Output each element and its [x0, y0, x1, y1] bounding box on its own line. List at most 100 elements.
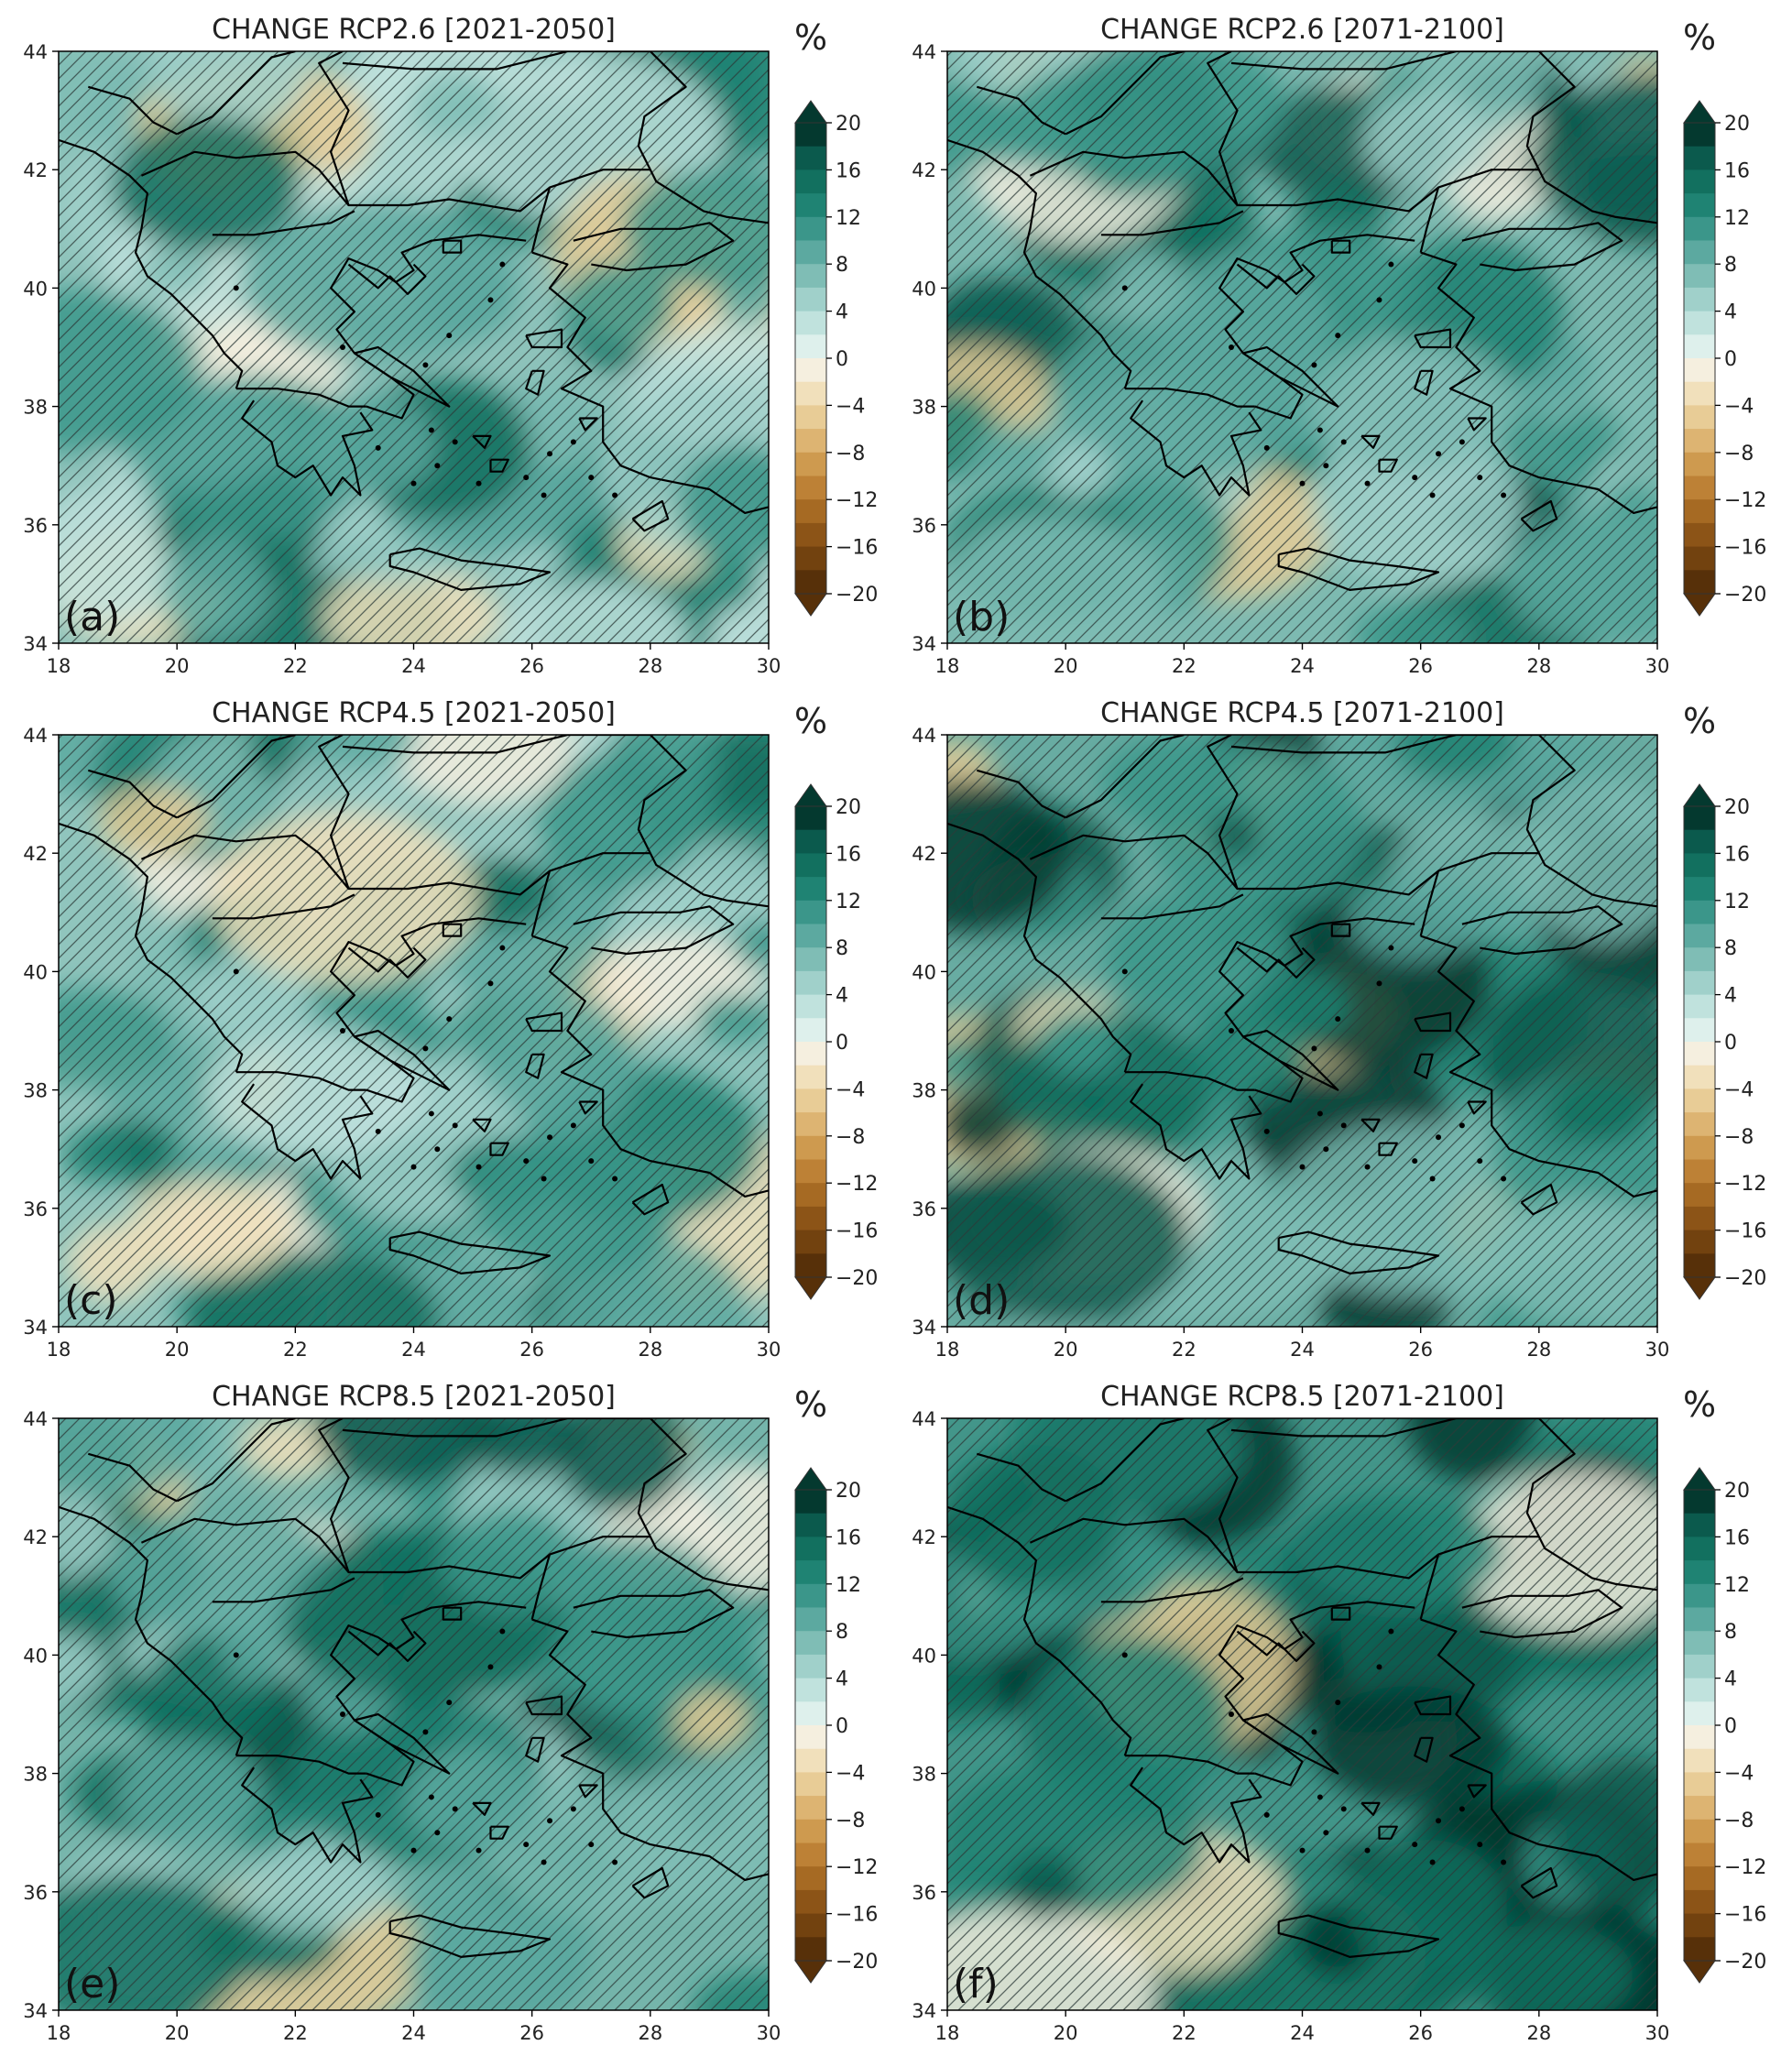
x-tick-label: 24: [401, 655, 426, 677]
colorbar-tick-label: −12: [836, 1173, 878, 1196]
colorbar-tick-label: 4: [836, 985, 848, 1008]
y-tick-label: 34: [912, 1317, 936, 1339]
panel-title: CHANGE RCP2.6 [2021-2050]: [212, 14, 616, 46]
colorbar-tick-label: 16: [836, 843, 861, 866]
colorbar-tick-label: −16: [836, 1220, 878, 1243]
colorbar-tick-label: 12: [1724, 1574, 1750, 1597]
x-tick-label: 24: [1290, 2022, 1315, 2044]
colorbar-unit: %: [1683, 701, 1716, 741]
x-tick-label: 30: [1645, 655, 1670, 677]
y-tick-label: 36: [912, 1198, 936, 1220]
y-tick-label: 44: [912, 725, 936, 747]
y-tick-label: 36: [912, 1882, 936, 1904]
y-tick-label: 34: [912, 2000, 936, 2022]
colorbar-tick-label: −4: [1724, 395, 1754, 418]
x-tick-label: 20: [1054, 1339, 1078, 1361]
colorbar-tick-label: −16: [836, 537, 878, 560]
x-tick-label: 30: [757, 655, 781, 677]
x-tick-label: 18: [935, 1339, 960, 1361]
colorbar: 20 16 12 8 4 0 −4 −8 −12 −16 −20%: [1683, 17, 1766, 617]
colorbar-tick-label: −20: [836, 584, 878, 607]
x-tick-label: 22: [1172, 655, 1196, 677]
colorbar-tick-label: 12: [1724, 207, 1750, 230]
x-tick-label: 26: [519, 1339, 544, 1361]
panel-title: CHANGE RCP8.5 [2071-2100]: [1100, 1381, 1504, 1413]
colorbar-tick-label: −12: [1724, 1856, 1766, 1879]
colorbar-tick-label: −20: [1724, 584, 1766, 607]
colorbar-tick-label: 12: [836, 1574, 861, 1597]
colorbar-tick-label: 16: [836, 1526, 861, 1549]
y-tick-label: 40: [23, 1645, 48, 1667]
map-field: [947, 1418, 1657, 2010]
colorbar-tick-label: −16: [1724, 1904, 1766, 1927]
x-tick-label: 26: [519, 2022, 544, 2044]
colorbar-tick-label: 20: [836, 113, 861, 136]
panel-label: (c): [64, 1277, 118, 1324]
x-tick-label: 26: [519, 655, 544, 677]
colorbar-tick-label: −4: [836, 395, 865, 418]
x-tick-label: 20: [165, 2022, 190, 2044]
x-tick-label: 28: [638, 655, 662, 677]
colorbar-tick-label: 20: [1724, 1480, 1750, 1503]
colorbar-tick-label: 16: [1724, 1526, 1750, 1549]
colorbar-tick-label: −12: [1724, 1173, 1766, 1196]
colorbar-tick-label: 0: [1724, 348, 1737, 371]
y-tick-label: 34: [23, 633, 48, 655]
colorbar-tick-label: 20: [836, 796, 861, 819]
colorbar-tick-label: −20: [836, 1267, 878, 1290]
colorbar-unit: %: [794, 17, 827, 58]
y-tick-label: 36: [23, 1198, 48, 1220]
colorbar: 20 16 12 8 4 0 −4 −8 −12 −16 −20%: [1683, 1384, 1766, 1984]
x-tick-label: 24: [1290, 1339, 1315, 1361]
x-tick-label: 20: [1054, 655, 1078, 677]
colorbar-tick-label: 4: [836, 301, 848, 324]
colorbar-tick-label: 8: [836, 1621, 848, 1644]
x-tick-label: 24: [401, 2022, 426, 2044]
colorbar-tick-label: 20: [836, 1480, 861, 1503]
panel-title: CHANGE RCP8.5 [2021-2050]: [212, 1381, 616, 1413]
colorbar-unit: %: [1683, 17, 1716, 58]
y-tick-label: 34: [23, 1317, 48, 1339]
panel-a: CHANGE RCP2.6 [2021-2050] (a) 18 20 22 24 26 28…: [23, 14, 878, 677]
colorbar-tick-label: 0: [836, 1032, 848, 1055]
map-field: [59, 51, 769, 643]
colorbar-tick-label: 4: [836, 1668, 848, 1691]
panel-label: (a): [64, 594, 120, 640]
x-tick-label: 22: [1172, 2022, 1196, 2044]
coastlines: [947, 1418, 1657, 1958]
map-field: [947, 735, 1657, 1327]
colorbar: 20 16 12 8 4 0 −4 −8 −12 −16 −20%: [794, 1384, 878, 1984]
map-field: [947, 51, 1657, 643]
colorbar-tick-label: 8: [836, 254, 848, 277]
panel-b: CHANGE RCP2.6 [2071-2100] (b) 18 20 22 24 26 28…: [912, 14, 1766, 677]
colorbar-tick-label: −8: [836, 1126, 865, 1149]
x-tick-label: 18: [47, 2022, 71, 2044]
panel-e: CHANGE RCP8.5 [2021-2050] (e) 18 20 22 24 26 28…: [23, 1381, 878, 2044]
coastlines: [59, 51, 769, 592]
x-tick-label: 20: [1054, 2022, 1078, 2044]
colorbar-tick-label: 16: [836, 159, 861, 182]
y-tick-label: 34: [23, 2000, 48, 2022]
coastlines: [947, 735, 1657, 1275]
colorbar: 20 16 12 8 4 0 −4 −8 −12 −16 −20%: [794, 701, 878, 1300]
colorbar-tick-label: 8: [1724, 1621, 1737, 1644]
x-tick-label: 26: [1408, 655, 1433, 677]
colorbar-tick-label: −4: [1724, 1078, 1754, 1101]
colorbar: 20 16 12 8 4 0 −4 −8 −12 −16 −20%: [1683, 701, 1766, 1300]
x-tick-label: 18: [47, 655, 71, 677]
x-tick-label: 20: [165, 655, 190, 677]
panel-d: CHANGE RCP4.5 [2071-2100] (d) 18 20 22 24 26 28…: [912, 697, 1766, 1361]
y-tick-label: 44: [23, 41, 48, 63]
panel-label: (f): [953, 1961, 999, 2007]
colorbar-tick-label: −8: [1724, 443, 1754, 465]
x-tick-label: 18: [47, 1339, 71, 1361]
x-tick-label: 26: [1408, 1339, 1433, 1361]
colorbar-tick-label: −8: [1724, 1810, 1754, 1832]
x-tick-label: 28: [1526, 1339, 1551, 1361]
colorbar-unit: %: [1683, 1384, 1716, 1425]
colorbar-tick-label: 4: [1724, 1668, 1737, 1691]
panel-label: (b): [953, 594, 1010, 640]
y-tick-label: 40: [23, 961, 48, 983]
x-tick-label: 30: [757, 2022, 781, 2044]
panel-c: CHANGE RCP4.5 [2021-2050] (c) 18 20 22 24 26 28…: [23, 697, 878, 1361]
